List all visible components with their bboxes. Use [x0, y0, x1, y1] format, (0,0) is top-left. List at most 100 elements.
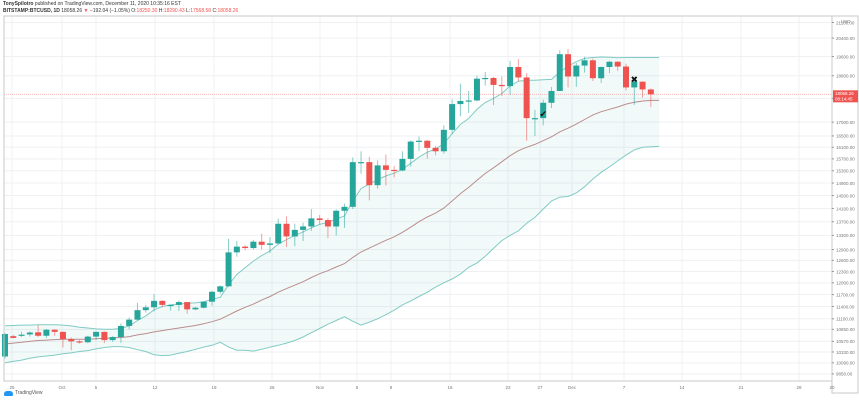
candle: [440, 125, 447, 154]
candle-body: [432, 147, 439, 152]
candle-body: [391, 169, 398, 172]
candle-body: [225, 252, 232, 287]
price-axis[interactable]: 21100.0020400.0019600.0018800.0017900.00…: [832, 19, 858, 377]
candle-body: [565, 54, 572, 77]
candle: [43, 328, 50, 338]
candle: [266, 237, 273, 254]
x-tick-label: Oct: [58, 385, 66, 390]
candle: [126, 317, 133, 330]
candle: [291, 223, 298, 247]
currency-label: USD: [841, 19, 851, 24]
chart-frame: [3, 15, 859, 394]
high-value: 18290.43: [163, 8, 185, 14]
candle: [598, 66, 605, 83]
x-tick-label: 23: [505, 385, 511, 390]
candle-body: [465, 100, 472, 102]
down-arrow-icon: ▼: [83, 8, 89, 14]
candle: [167, 304, 174, 311]
tradingview-logo[interactable]: TradingView: [4, 390, 43, 396]
candle-body: [200, 301, 207, 308]
y-tick-label: 13300.00: [836, 233, 855, 238]
candle-body: [300, 226, 307, 230]
candle: [465, 90, 472, 114]
trade-markers: ✔✖: [539, 76, 638, 120]
candle: [614, 61, 621, 71]
candle: [639, 81, 646, 98]
author-name[interactable]: TonySpilotro: [3, 1, 34, 7]
high-label: H:: [158, 8, 164, 14]
candle-body: [283, 223, 290, 237]
candle: [498, 76, 505, 96]
candle: [366, 156, 373, 201]
candle: [374, 160, 381, 189]
candle-body: [631, 81, 638, 88]
chart-grid: [4, 16, 833, 381]
candle: [581, 56, 588, 73]
candle: [573, 62, 580, 87]
y-tick-label: 12600.00: [836, 258, 855, 263]
last-price: 18058.26: [61, 8, 83, 14]
candle: [358, 151, 365, 174]
candle-body: [515, 67, 522, 78]
candle: [589, 58, 596, 81]
y-tick-label: 10850.00: [836, 327, 855, 332]
y-tick-label: 10330.00: [836, 350, 855, 355]
candle-body: [449, 104, 456, 130]
candle: [159, 300, 166, 308]
candle-body: [109, 337, 116, 341]
candle: [540, 99, 547, 126]
ohlc-line: BITSTAMP:BTCUSD, 1D 18058.26 ▼ −192.04 (…: [3, 8, 238, 15]
candle: [35, 325, 42, 338]
y-tick-label: 16100.00: [836, 145, 855, 150]
x-tick-label: 12: [152, 385, 158, 390]
y-tick-label: 13700.00: [836, 220, 855, 225]
candle: [531, 109, 538, 136]
x-tick-label: 21: [738, 385, 744, 390]
candle-body: [598, 67, 605, 79]
candle-body: [151, 300, 158, 308]
published-text: published on TradingView.com, December 1…: [34, 1, 181, 7]
y-tick-label: 10090.00: [836, 361, 855, 366]
candle: [606, 60, 613, 74]
candle-body: [167, 304, 174, 307]
candle-body: [482, 77, 489, 80]
time-axis[interactable]: 25 Oct 5 12 19 26 Nov 5 9 16 23 27 Dec 7 14 21 28 20: [9, 385, 835, 390]
candle-body: [581, 60, 588, 66]
candle: [200, 301, 207, 309]
y-tick-label: 9850.00: [836, 372, 853, 377]
lower-band-line: [4, 145, 660, 364]
price-badge-countdown: 08:14:45: [835, 96, 853, 101]
candle-body: [531, 118, 538, 120]
candle-body: [18, 334, 25, 336]
candle: [101, 331, 108, 344]
candle-body: [647, 89, 654, 95]
candle-body: [341, 206, 348, 211]
candle: [631, 79, 638, 105]
x-tick-label: 28: [796, 385, 802, 390]
low-label: L:: [186, 8, 191, 14]
candle-body: [490, 77, 497, 85]
y-tick-label: 17000.00: [836, 120, 855, 125]
candle-body: [192, 307, 199, 310]
y-tick-label: 15300.00: [836, 169, 855, 174]
candle-body: [440, 129, 447, 152]
y-tick-label: 19600.00: [836, 54, 855, 59]
x-tick-label: 5: [356, 385, 359, 390]
candle: [109, 336, 116, 342]
candle: [490, 76, 497, 106]
candle: [416, 136, 422, 152]
candle-body: [134, 310, 141, 320]
candle-body: [250, 241, 257, 249]
candle-body: [68, 339, 75, 342]
x-tick-label: 16: [447, 385, 453, 390]
candle-body: [324, 220, 331, 227]
candle-body: [142, 307, 149, 311]
open-value: 18250.30: [136, 8, 158, 14]
candle: [2, 333, 8, 359]
axis-border: [831, 15, 859, 394]
candle-body: [424, 140, 431, 148]
candle-body: [589, 60, 596, 79]
y-tick-label: 12900.00: [836, 247, 855, 252]
y-tick-label: 15700.00: [836, 157, 855, 162]
